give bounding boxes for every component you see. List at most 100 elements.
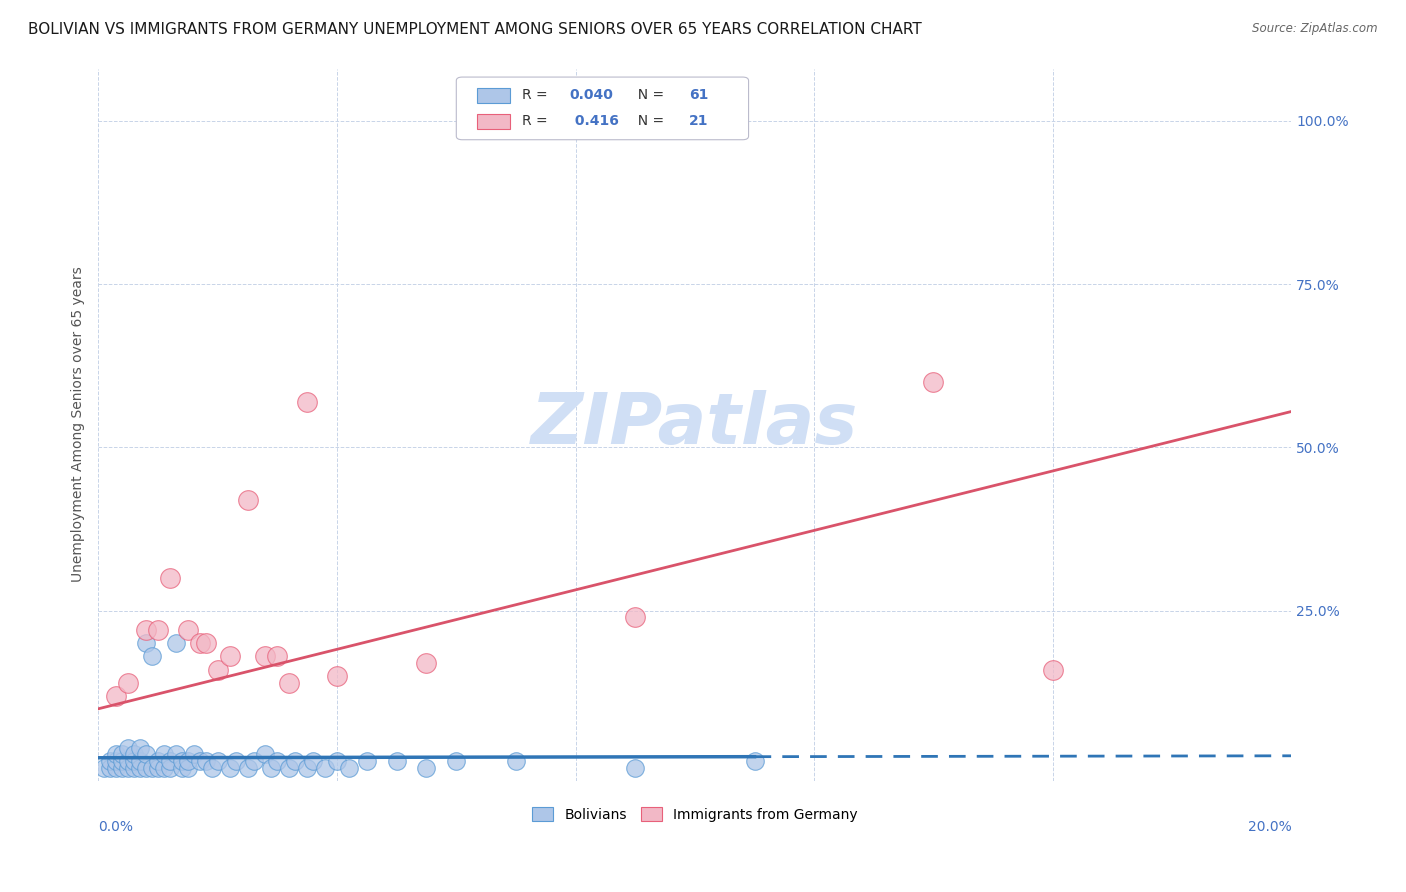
- Point: [153, 747, 176, 762]
- Point: [278, 675, 301, 690]
- Point: [188, 754, 211, 768]
- Point: [207, 754, 229, 768]
- Point: [177, 624, 200, 638]
- Text: 61: 61: [689, 87, 709, 102]
- Point: [236, 492, 259, 507]
- Point: [135, 624, 157, 638]
- Text: 0.0%: 0.0%: [98, 820, 134, 834]
- Point: [105, 689, 128, 703]
- Point: [295, 394, 318, 409]
- Point: [98, 760, 121, 774]
- Point: [146, 760, 169, 774]
- Point: [177, 754, 200, 768]
- Point: [218, 649, 240, 664]
- Point: [505, 754, 527, 768]
- Point: [183, 747, 205, 762]
- Point: [122, 760, 145, 774]
- Point: [201, 760, 224, 774]
- Point: [295, 760, 318, 774]
- Point: [111, 754, 134, 768]
- Point: [122, 747, 145, 762]
- Point: [111, 760, 134, 774]
- Text: 20.0%: 20.0%: [1247, 820, 1291, 834]
- Point: [135, 747, 157, 762]
- Point: [326, 669, 349, 683]
- Point: [117, 760, 139, 774]
- Point: [385, 754, 408, 768]
- Point: [475, 113, 498, 128]
- Text: N =: N =: [630, 87, 669, 102]
- Point: [170, 754, 193, 768]
- Point: [165, 747, 187, 762]
- Point: [266, 754, 288, 768]
- FancyBboxPatch shape: [457, 77, 748, 140]
- Point: [242, 754, 264, 768]
- Point: [218, 760, 240, 774]
- Point: [153, 760, 176, 774]
- Point: [159, 754, 181, 768]
- Point: [165, 636, 187, 650]
- Point: [624, 760, 647, 774]
- Point: [105, 754, 128, 768]
- Text: R =: R =: [522, 114, 553, 128]
- Point: [129, 760, 152, 774]
- Point: [624, 610, 647, 624]
- Point: [194, 636, 217, 650]
- Point: [207, 663, 229, 677]
- Point: [177, 760, 200, 774]
- Text: BOLIVIAN VS IMMIGRANTS FROM GERMANY UNEMPLOYMENT AMONG SENIORS OVER 65 YEARS COR: BOLIVIAN VS IMMIGRANTS FROM GERMANY UNEM…: [28, 22, 922, 37]
- Point: [105, 760, 128, 774]
- Point: [225, 754, 247, 768]
- Point: [135, 636, 157, 650]
- Point: [194, 754, 217, 768]
- Text: R =: R =: [522, 87, 553, 102]
- Y-axis label: Unemployment Among Seniors over 65 years: Unemployment Among Seniors over 65 years: [72, 267, 86, 582]
- Point: [117, 741, 139, 756]
- Point: [278, 760, 301, 774]
- Point: [146, 624, 169, 638]
- Point: [93, 760, 115, 774]
- Point: [446, 754, 468, 768]
- Text: 21: 21: [689, 114, 709, 128]
- Legend: Bolivians, Immigrants from Germany: Bolivians, Immigrants from Germany: [527, 801, 863, 827]
- Point: [122, 754, 145, 768]
- Text: N =: N =: [630, 114, 669, 128]
- Point: [254, 747, 277, 762]
- Point: [254, 649, 277, 664]
- Point: [356, 754, 378, 768]
- FancyBboxPatch shape: [477, 114, 510, 129]
- Text: Source: ZipAtlas.com: Source: ZipAtlas.com: [1253, 22, 1378, 36]
- Point: [141, 760, 163, 774]
- Point: [266, 649, 288, 664]
- Point: [129, 741, 152, 756]
- Point: [105, 747, 128, 762]
- FancyBboxPatch shape: [477, 87, 510, 103]
- Point: [415, 656, 437, 670]
- Point: [170, 760, 193, 774]
- Point: [111, 747, 134, 762]
- Point: [159, 571, 181, 585]
- Point: [326, 754, 349, 768]
- Text: 0.040: 0.040: [569, 87, 613, 102]
- Point: [302, 754, 325, 768]
- Point: [415, 760, 437, 774]
- Text: ZIPatlas: ZIPatlas: [531, 390, 859, 459]
- Point: [260, 760, 283, 774]
- Point: [744, 754, 766, 768]
- Point: [1042, 663, 1064, 677]
- Point: [188, 636, 211, 650]
- Point: [284, 754, 307, 768]
- Point: [159, 760, 181, 774]
- Point: [98, 754, 121, 768]
- Point: [314, 760, 336, 774]
- Point: [337, 760, 360, 774]
- Point: [236, 760, 259, 774]
- Point: [129, 754, 152, 768]
- Point: [922, 375, 945, 389]
- Text: 0.416: 0.416: [569, 114, 619, 128]
- Point: [135, 760, 157, 774]
- Point: [146, 754, 169, 768]
- Point: [141, 649, 163, 664]
- Point: [117, 675, 139, 690]
- Point: [117, 754, 139, 768]
